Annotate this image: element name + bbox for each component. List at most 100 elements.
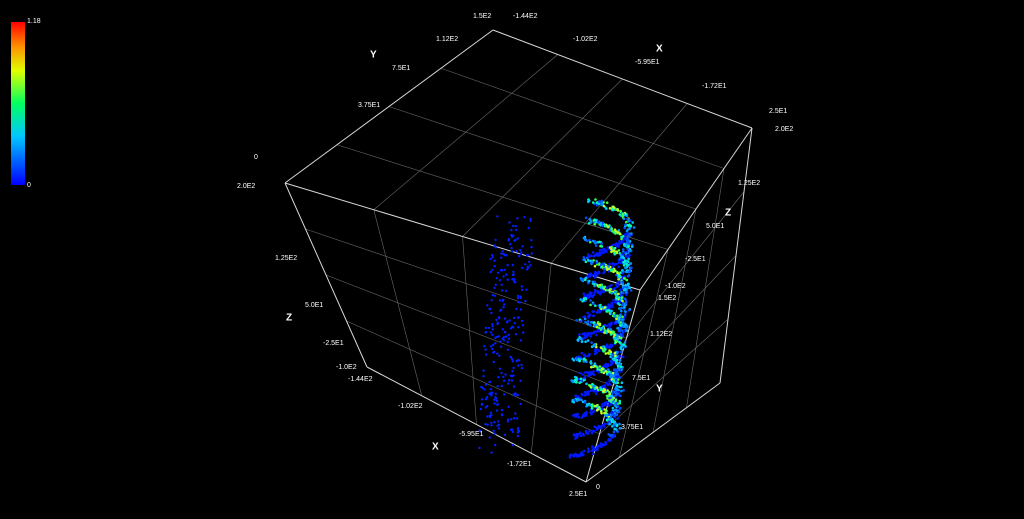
tick-label: 1.12E2 — [650, 331, 672, 338]
point — [617, 261, 621, 265]
point — [484, 326, 488, 330]
point — [615, 294, 618, 297]
point — [621, 280, 624, 284]
point — [516, 237, 519, 240]
point — [496, 271, 500, 274]
point — [502, 275, 505, 278]
point — [625, 220, 628, 224]
point — [494, 238, 497, 242]
point — [618, 281, 621, 285]
point — [500, 256, 503, 259]
point — [585, 360, 588, 364]
point — [619, 271, 622, 275]
point — [601, 348, 605, 352]
point — [589, 389, 593, 392]
point — [519, 402, 522, 406]
point — [524, 299, 527, 303]
point — [594, 253, 597, 257]
point — [617, 410, 621, 414]
point — [584, 260, 588, 264]
point — [530, 252, 533, 255]
point — [519, 295, 522, 298]
point — [599, 386, 602, 389]
point — [574, 394, 577, 398]
point — [621, 318, 624, 321]
tick-label: 1.5E2 — [473, 13, 491, 20]
point — [608, 370, 611, 374]
point — [590, 345, 594, 349]
point — [612, 375, 615, 378]
tick-label: 2.5E1 — [769, 108, 787, 115]
point — [593, 365, 597, 368]
point — [582, 292, 586, 296]
point — [499, 340, 502, 343]
point — [510, 418, 513, 421]
point — [613, 287, 617, 290]
point — [521, 266, 524, 270]
point — [590, 412, 593, 416]
point — [490, 424, 493, 427]
point — [579, 452, 583, 455]
point — [489, 388, 493, 391]
point — [581, 332, 584, 336]
point — [618, 303, 621, 307]
point — [519, 339, 523, 342]
point — [598, 202, 601, 206]
point — [591, 251, 595, 254]
point — [593, 323, 597, 326]
point — [595, 333, 598, 337]
point — [604, 442, 608, 446]
point — [507, 333, 510, 337]
point — [586, 239, 589, 243]
point — [498, 367, 502, 370]
point — [510, 379, 514, 382]
point — [510, 228, 513, 232]
point — [599, 388, 603, 392]
point — [521, 245, 524, 248]
point — [628, 286, 632, 290]
point — [596, 254, 600, 257]
point — [625, 214, 629, 218]
point — [596, 388, 600, 392]
point — [621, 269, 624, 272]
point — [591, 201, 595, 204]
point — [586, 403, 589, 406]
point — [616, 314, 619, 318]
point — [526, 265, 529, 268]
point — [627, 257, 630, 261]
point — [624, 255, 628, 258]
point — [597, 263, 601, 266]
point — [597, 285, 601, 288]
point — [623, 341, 627, 344]
point — [622, 256, 626, 260]
point — [579, 434, 583, 438]
point — [617, 274, 621, 277]
point — [596, 408, 600, 411]
point — [491, 323, 494, 326]
point — [503, 379, 506, 382]
point — [604, 345, 608, 348]
point — [604, 348, 607, 351]
point — [512, 374, 515, 377]
point — [616, 368, 620, 372]
point — [613, 269, 617, 273]
point — [601, 265, 604, 269]
point — [530, 238, 533, 242]
tick-label: -2.5E1 — [685, 256, 706, 263]
point — [603, 329, 607, 333]
point — [491, 347, 494, 351]
point — [618, 376, 622, 379]
point — [493, 398, 496, 401]
box-edge — [639, 127, 753, 291]
point — [596, 309, 600, 312]
point — [600, 203, 604, 207]
point — [606, 368, 610, 372]
tick-label: -1.02E2 — [573, 36, 598, 43]
point — [617, 231, 620, 234]
point — [506, 320, 509, 323]
point — [583, 258, 586, 262]
tick-label: -1.44E2 — [348, 376, 373, 383]
tick-label: 7.5E1 — [632, 375, 650, 382]
point — [502, 375, 505, 379]
